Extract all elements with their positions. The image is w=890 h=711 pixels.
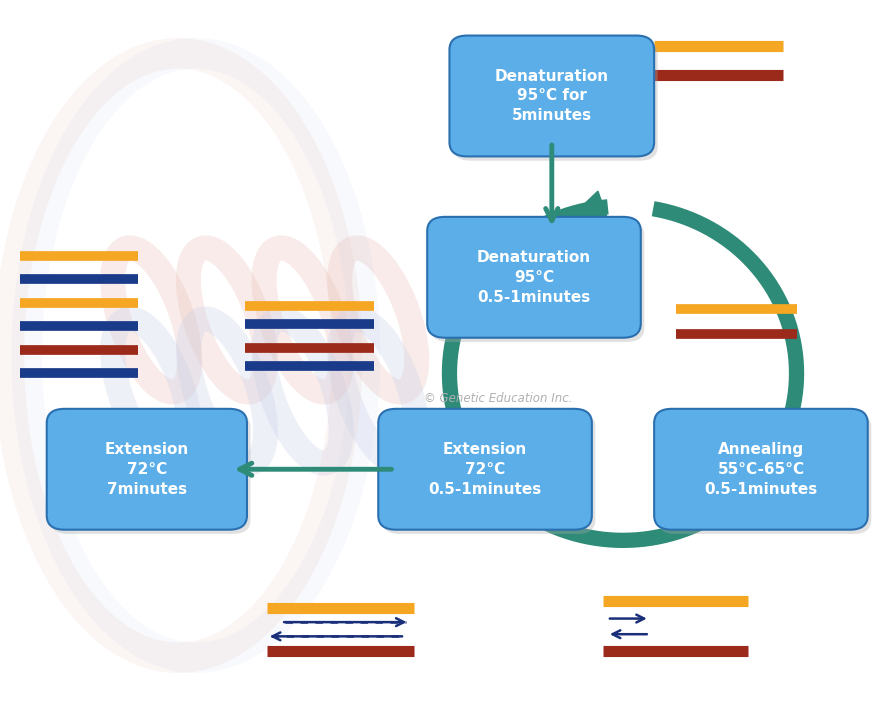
FancyBboxPatch shape xyxy=(431,221,644,342)
FancyBboxPatch shape xyxy=(427,217,641,338)
FancyBboxPatch shape xyxy=(658,413,871,534)
FancyBboxPatch shape xyxy=(382,413,595,534)
Text: Denaturation
95°C for
5minutes: Denaturation 95°C for 5minutes xyxy=(495,69,609,123)
Text: Annealing
55°C-65°C
0.5-1minutes: Annealing 55°C-65°C 0.5-1minutes xyxy=(704,442,818,496)
Polygon shape xyxy=(576,191,609,221)
Text: Denaturation
95°C
0.5-1minutes: Denaturation 95°C 0.5-1minutes xyxy=(477,250,591,304)
Text: © Genetic Education Inc.: © Genetic Education Inc. xyxy=(425,392,572,405)
Text: Extension
72°C
7minutes: Extension 72°C 7minutes xyxy=(105,442,189,496)
FancyBboxPatch shape xyxy=(51,413,251,534)
FancyBboxPatch shape xyxy=(378,409,592,530)
FancyBboxPatch shape xyxy=(453,40,658,161)
Text: Extension
72°C
0.5-1minutes: Extension 72°C 0.5-1minutes xyxy=(428,442,542,496)
FancyBboxPatch shape xyxy=(654,409,868,530)
Polygon shape xyxy=(755,437,791,464)
FancyBboxPatch shape xyxy=(449,36,654,156)
Polygon shape xyxy=(447,436,481,463)
FancyBboxPatch shape xyxy=(47,409,247,530)
